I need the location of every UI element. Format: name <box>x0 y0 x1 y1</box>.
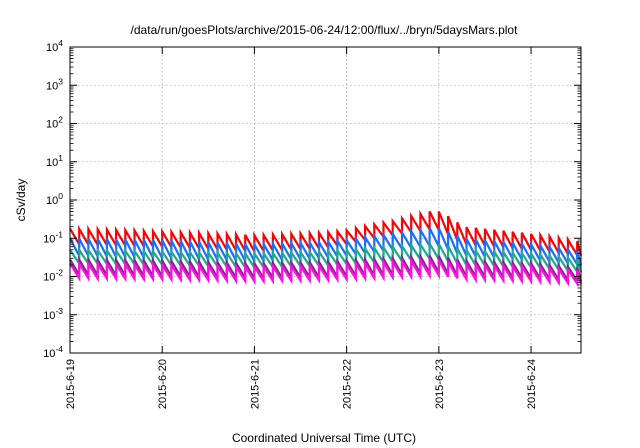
x-tick-label: 2015-6-20 <box>157 359 169 409</box>
y-tick-label: 104 <box>46 38 63 54</box>
y-tick-label: 10-4 <box>43 344 63 360</box>
y-tick-label: 10-2 <box>43 268 63 284</box>
x-tick-label: 2015-6-24 <box>526 359 538 409</box>
x-tick-label: 2015-6-23 <box>434 359 446 409</box>
y-tick-label: 101 <box>46 153 63 169</box>
y-axis-label: cSv/day <box>14 179 28 222</box>
y-tick-label: 102 <box>46 115 63 131</box>
y-tick-label: 100 <box>46 191 63 207</box>
grid <box>70 47 581 353</box>
y-tick-label: 10-3 <box>43 306 63 322</box>
x-tick-label: 2015-6-19 <box>65 359 77 409</box>
series-line-3 <box>69 239 583 276</box>
x-axis-label: Coordinated Universal Time (UTC) <box>232 431 416 445</box>
y-tick-label: 10-1 <box>43 229 63 245</box>
x-tick-labels: 2015-6-19 2015-6-20 2015-6-21 2015-6-22 2015… <box>65 359 538 409</box>
y-tick-label: 103 <box>46 76 63 92</box>
axis-ticks <box>69 46 581 354</box>
x-tick-label: 2015-6-22 <box>342 359 354 409</box>
y-tick-labels: 10-4 10-3 10-2 10-1 100 101 102 103 104 <box>43 38 63 360</box>
plot-area <box>69 209 583 288</box>
x-tick-label: 2015-6-21 <box>249 359 261 409</box>
series-line-5 <box>69 255 583 288</box>
chart-title: /data/run/goesPlots/archive/2015-06-24/1… <box>131 23 519 37</box>
